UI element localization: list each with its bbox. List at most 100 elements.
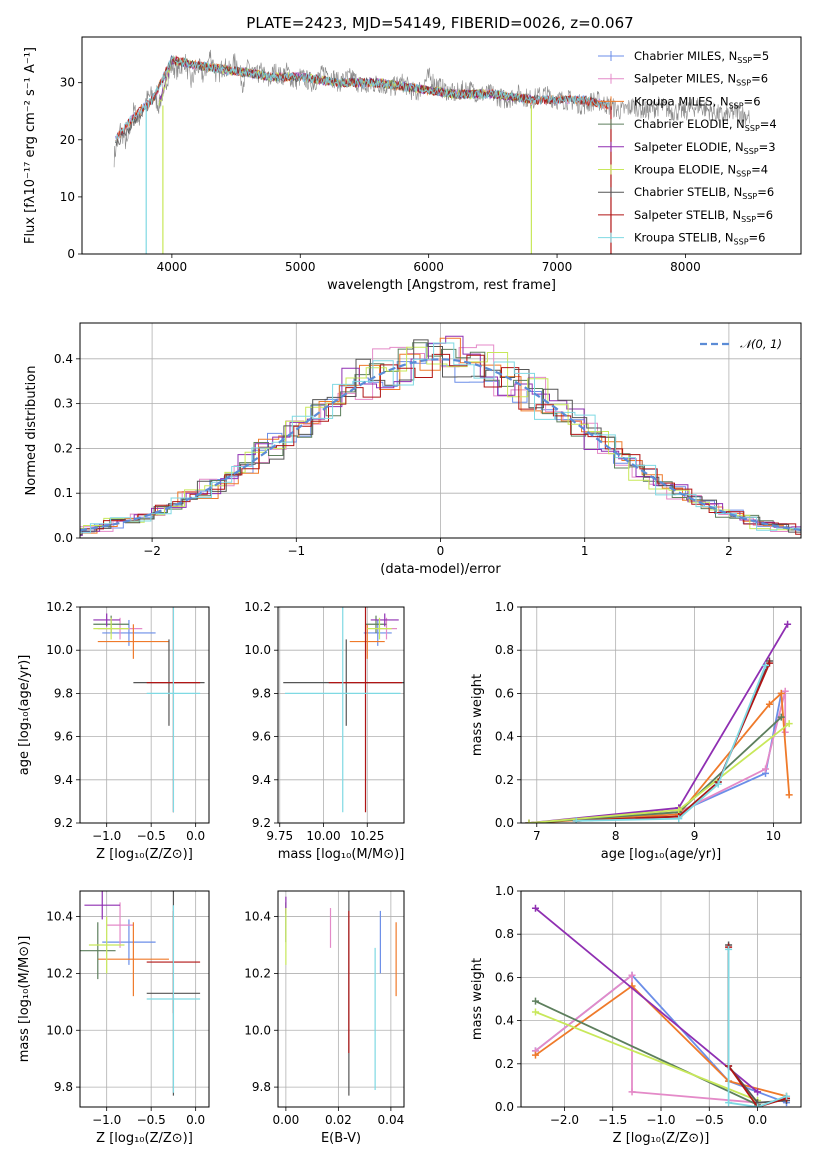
y-tick-label: 0.0 xyxy=(54,531,73,545)
mass-weight-marker xyxy=(675,806,683,814)
mass-weight-line xyxy=(535,1000,758,1106)
residuals-frame xyxy=(79,322,802,539)
x-tick-label: 10.25 xyxy=(350,829,384,843)
legend-label: Salpeter STELIB, NSSP=6 xyxy=(634,208,773,224)
x-tick-label: 0 xyxy=(437,544,445,558)
x-tick-label: −1.0 xyxy=(92,1113,121,1127)
y-tick-label: 10.2 xyxy=(244,600,271,614)
y-tick-label: 10.4 xyxy=(244,910,271,924)
mass-weight-marker xyxy=(785,720,793,728)
x-axis-label: Z [log₁₀(Z/Z⊙)] xyxy=(613,1131,710,1146)
x-axis-label: mass [log₁₀(M/M⊙)] xyxy=(278,847,405,862)
age_vs_mass-frame xyxy=(277,606,405,824)
legend-series-name: Salpeter MILES xyxy=(634,72,720,86)
x-tick-label: 0.0 xyxy=(186,1113,205,1127)
mass-weight-marker xyxy=(628,1088,636,1096)
x-axis-label: Z [log₁₀(Z/Z⊙)] xyxy=(96,847,193,862)
legend-nssp: 6 xyxy=(753,94,760,108)
mass-weight-marker xyxy=(781,687,789,695)
x-tick-label: −0.5 xyxy=(137,829,166,843)
y-tick-label: 9.8 xyxy=(252,686,271,700)
mass-weight-marker xyxy=(525,819,533,823)
x-tick-label: −2.0 xyxy=(550,1113,579,1127)
legend-label: Chabrier MILES, NSSP=5 xyxy=(634,49,769,65)
mass-weight-marker xyxy=(531,1008,539,1016)
y-tick-label: 0.8 xyxy=(495,927,514,941)
x-tick-label: 6000 xyxy=(413,260,444,274)
mass-weight-marker xyxy=(531,997,539,1005)
y-axis-label: age [log₁₀(age/yr)] xyxy=(17,655,32,776)
mass_vs_Z-frame xyxy=(79,890,210,1108)
mass-weight-line xyxy=(528,716,782,823)
mass_vs_EBV-axes: 0.00 0.02 0.04 9.8 10.0 10.2 10.4 E(B-V) xyxy=(244,891,404,1146)
mass-weight-line xyxy=(576,662,771,822)
mass-weight-marker xyxy=(725,945,733,953)
age_vs_Z-frame xyxy=(79,606,210,824)
mass-weight-line xyxy=(528,691,791,823)
spectrum-axes: 4000 5000 6000 7000 8000 0 10 20 30 wavelength [A… xyxy=(23,47,701,293)
x-tick-label: 8000 xyxy=(670,260,701,274)
y-tick-label: 20 xyxy=(60,133,75,147)
x-axis-label: age [log₁₀(age/yr)] xyxy=(601,847,722,862)
legend-label: Salpeter MILES, NSSP=6 xyxy=(634,72,768,88)
mass-weight-line xyxy=(576,664,767,822)
mass_weight_vs_Z-lines xyxy=(531,904,791,1107)
y-tick-label: 1.0 xyxy=(495,884,514,898)
legend-series-name: Kroupa ELODIE xyxy=(634,163,720,177)
mass-weight-marker xyxy=(572,817,580,823)
y-tick-label: 0.6 xyxy=(495,686,514,700)
x-tick-label: −2 xyxy=(143,544,161,558)
y-axis-label: Flux [fλ10⁻¹⁷ erg cm⁻² s⁻¹ A⁻¹] xyxy=(23,47,38,244)
mass-weight-marker xyxy=(785,791,793,799)
legend-nssp: 6 xyxy=(758,231,765,245)
x-tick-label: 0.04 xyxy=(378,1113,405,1127)
legend-label: 𝒩(0, 1) xyxy=(740,337,782,351)
x-tick-label: 9.75 xyxy=(266,829,293,843)
x-tick-label: 0.0 xyxy=(748,1113,767,1127)
y-tick-label: 9.6 xyxy=(54,730,73,744)
normal-curve xyxy=(80,358,801,532)
spectrum-lines xyxy=(113,49,750,254)
model-spectrum-line xyxy=(115,54,609,142)
x-tick-label: 0.0 xyxy=(186,829,205,843)
residuals-axes: −2 −1 0 1 2 0.0 0.1 0.2 0.3 0.4 (data-model)/error… xyxy=(24,323,801,577)
y-tick-label: 9.8 xyxy=(54,686,73,700)
y-axis-label: mass weight xyxy=(470,674,485,756)
legend-nssp: 4 xyxy=(769,117,776,131)
legend-series-name: Chabrier ELODIE xyxy=(634,117,729,131)
y-tick-label: 0.0 xyxy=(495,816,514,830)
x-tick-label: 2 xyxy=(725,544,733,558)
mass-weight-line xyxy=(528,693,783,823)
legend-nssp: 6 xyxy=(766,208,773,222)
residuals-legend: 𝒩(0, 1) xyxy=(700,337,782,351)
x-axis-label: E(B-V) xyxy=(321,1131,361,1146)
mass-weight-marker xyxy=(754,1103,762,1107)
mass_vs_Z-axes: −1.0 −0.5 0.0 9.8 10.0 10.2 10.4 Z [log₁₀(Z/Z⊙)… xyxy=(17,891,209,1146)
mass-weight-line xyxy=(528,623,789,823)
y-tick-label: 9.8 xyxy=(54,1080,73,1094)
x-tick-label: 7000 xyxy=(542,260,573,274)
mass-weight-marker xyxy=(531,1051,539,1059)
mass-weight-marker xyxy=(765,700,773,708)
y-tick-label: 0.0 xyxy=(495,1100,514,1114)
x-tick-label: −1 xyxy=(287,544,305,558)
y-tick-label: 10.0 xyxy=(46,643,73,657)
mass-weight-line xyxy=(534,907,759,1093)
x-tick-label: 4000 xyxy=(157,260,188,274)
legend-label: Kroupa ELODIE, NSSP=4 xyxy=(634,163,768,179)
legend-label: Chabrier STELIB, NSSP=6 xyxy=(634,185,774,201)
y-tick-label: 10.4 xyxy=(46,910,73,924)
y-axis-label: Normed distribution xyxy=(24,366,39,496)
x-tick-label: 0.00 xyxy=(273,1113,300,1127)
legend-label: Kroupa MILES, NSSP=6 xyxy=(634,94,761,110)
x-tick-label: 10 xyxy=(766,829,781,843)
x-tick-label: −0.5 xyxy=(695,1113,724,1127)
legend-series-name: Salpeter STELIB xyxy=(634,208,725,222)
y-tick-label: 0 xyxy=(67,247,75,261)
mass_weight_vs_age-lines xyxy=(525,620,793,823)
y-tick-label: 1.0 xyxy=(495,600,514,614)
y-tick-label: 0.1 xyxy=(54,486,73,500)
mass-weight-marker xyxy=(628,971,636,979)
x-axis-label: Z [log₁₀(Z/Z⊙)] xyxy=(96,1131,193,1146)
age_vs_mass-points xyxy=(283,607,404,813)
